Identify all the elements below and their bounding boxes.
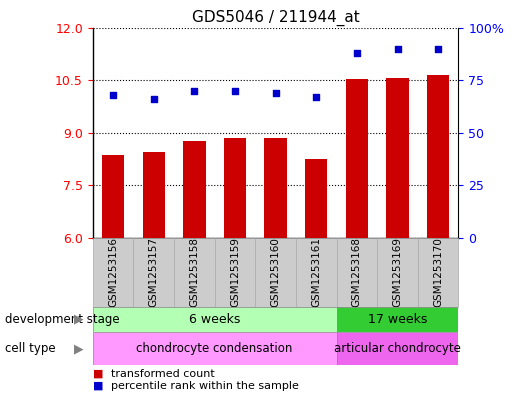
Text: ▶: ▶ xyxy=(74,313,84,326)
Text: ▶: ▶ xyxy=(74,342,84,355)
Text: cell type: cell type xyxy=(5,342,56,355)
Bar xyxy=(346,79,368,238)
Point xyxy=(271,90,280,96)
Text: GSM1253156: GSM1253156 xyxy=(108,237,118,307)
Text: GSM1253157: GSM1253157 xyxy=(149,237,158,307)
Point xyxy=(149,96,158,102)
Text: GSM1253160: GSM1253160 xyxy=(271,237,280,307)
Text: ■: ■ xyxy=(93,369,103,379)
Text: chondrocyte condensation: chondrocyte condensation xyxy=(136,342,293,355)
Point xyxy=(434,45,443,51)
Bar xyxy=(93,332,337,365)
Text: GSM1253170: GSM1253170 xyxy=(433,237,443,307)
Text: GSM1253168: GSM1253168 xyxy=(352,237,362,307)
Bar xyxy=(93,238,134,307)
Point xyxy=(231,87,239,94)
Bar xyxy=(134,238,174,307)
Bar xyxy=(93,307,337,332)
Title: GDS5046 / 211944_at: GDS5046 / 211944_at xyxy=(192,10,359,26)
Bar xyxy=(255,238,296,307)
Text: GSM1253159: GSM1253159 xyxy=(230,237,240,307)
Point xyxy=(352,50,361,56)
Point xyxy=(393,45,402,51)
Bar xyxy=(183,141,206,238)
Point xyxy=(109,92,117,98)
Bar xyxy=(386,78,409,238)
Bar xyxy=(143,152,165,238)
Text: transformed count: transformed count xyxy=(111,369,215,379)
Bar xyxy=(305,159,328,238)
Bar xyxy=(337,307,458,332)
Point xyxy=(190,87,199,94)
Bar xyxy=(337,332,458,365)
Bar xyxy=(264,138,287,238)
Text: 17 weeks: 17 weeks xyxy=(368,313,427,326)
Text: development stage: development stage xyxy=(5,313,120,326)
Text: percentile rank within the sample: percentile rank within the sample xyxy=(111,381,299,391)
Bar xyxy=(102,155,124,238)
Bar xyxy=(296,238,337,307)
Bar xyxy=(427,75,449,238)
Text: 6 weeks: 6 weeks xyxy=(189,313,240,326)
Text: articular chondrocyte: articular chondrocyte xyxy=(334,342,461,355)
Text: GSM1253169: GSM1253169 xyxy=(393,237,402,307)
Text: GSM1253158: GSM1253158 xyxy=(189,237,199,307)
Bar xyxy=(215,238,255,307)
Bar xyxy=(337,238,377,307)
Text: ■: ■ xyxy=(93,381,103,391)
Bar xyxy=(224,138,246,238)
Bar xyxy=(377,238,418,307)
Bar xyxy=(418,238,458,307)
Bar xyxy=(174,238,215,307)
Text: GSM1253161: GSM1253161 xyxy=(311,237,321,307)
Point xyxy=(312,94,321,100)
